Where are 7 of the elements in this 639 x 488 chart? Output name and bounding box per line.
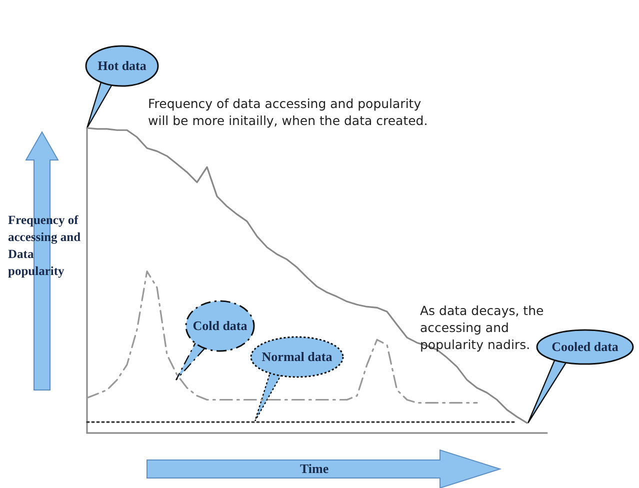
text: Cooled data xyxy=(552,339,618,355)
x-axis-title: Time xyxy=(300,461,329,477)
annotation: Normal data xyxy=(262,349,332,365)
annotation: Frequency of data accessing and popularity will be more initailly, when the data created. xyxy=(148,95,429,129)
annotation: Cold data xyxy=(192,318,248,334)
annotation: As data decays, the accessing and popularity nadirs. xyxy=(420,302,545,353)
text: Hot data xyxy=(98,58,146,74)
